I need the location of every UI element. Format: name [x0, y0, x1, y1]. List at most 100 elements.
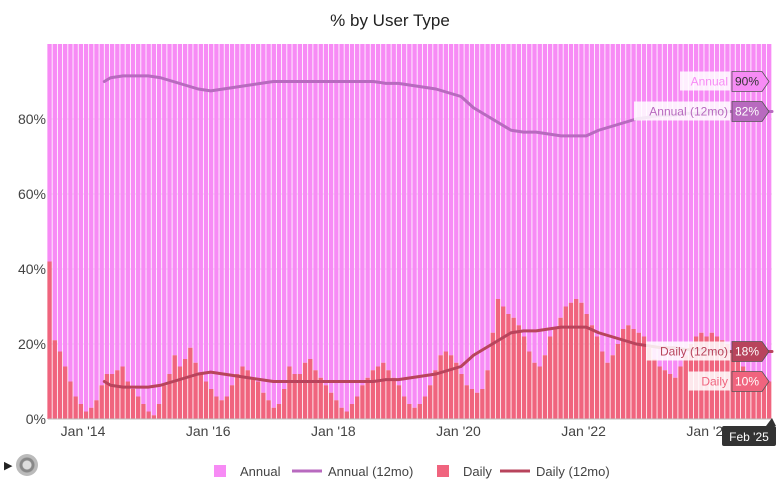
bar-annual — [636, 44, 641, 333]
bar-daily — [542, 355, 548, 419]
bar-daily — [480, 389, 485, 419]
bar-daily — [579, 302, 584, 419]
bar-annual — [302, 44, 308, 363]
bar-daily — [250, 377, 256, 419]
bar-daily — [266, 400, 271, 419]
bar-annual — [193, 44, 198, 363]
legend-item-daily-12mo[interactable]: Daily (12mo) — [500, 464, 610, 479]
callout-label: Annual — [691, 75, 728, 89]
bar-daily — [469, 389, 475, 419]
bar-daily — [339, 407, 344, 419]
bar-annual — [720, 44, 725, 341]
bar-daily — [422, 396, 428, 419]
bar-annual — [521, 44, 527, 337]
bar-daily — [73, 396, 78, 419]
bar-annual — [428, 44, 433, 386]
bar-daily — [485, 370, 490, 419]
bar-annual — [245, 44, 250, 371]
bar-daily — [563, 306, 568, 419]
legend-item-annual-12mo[interactable]: Annual (12mo) — [292, 464, 413, 479]
bar-annual — [454, 44, 459, 363]
bar-annual — [683, 44, 688, 356]
callout-value: 10% — [735, 375, 759, 389]
bar-annual — [589, 44, 595, 326]
callout-daily-12mo: Daily (12mo) 18% — [646, 341, 770, 362]
bar-daily — [94, 400, 99, 419]
bar-daily — [229, 385, 235, 419]
callout-label: Daily (12mo) — [660, 345, 728, 359]
bar-annual — [704, 44, 709, 337]
bar-daily — [527, 351, 532, 419]
bar-daily — [120, 366, 125, 419]
bar-annual — [125, 44, 130, 382]
bar-annual — [699, 44, 704, 333]
bar-annual — [136, 44, 141, 397]
end-date-label: Feb '25 — [729, 430, 769, 444]
legend[interactable]: Annual Annual (12mo) Daily Daily (12mo) — [214, 464, 610, 479]
bar-daily — [589, 325, 595, 419]
bar-annual — [375, 44, 381, 367]
bar-daily — [474, 392, 480, 419]
bar-daily — [662, 370, 668, 419]
bar-daily — [276, 404, 282, 419]
bar-annual — [678, 44, 683, 367]
callout-annual-12mo: Annual (12mo) 82% — [634, 101, 770, 122]
bar-annual — [229, 44, 235, 386]
bar-daily — [271, 407, 276, 419]
legend-label: Annual — [240, 464, 281, 479]
bar-daily — [381, 362, 386, 419]
bar-annual — [422, 44, 428, 397]
bar-daily — [396, 385, 402, 419]
legend-item-daily[interactable]: Daily — [437, 464, 492, 479]
bar-daily — [104, 374, 110, 419]
bar-annual — [99, 44, 104, 386]
bar-annual — [167, 44, 172, 374]
bar-daily — [302, 362, 308, 419]
legend-label: Daily — [463, 464, 492, 479]
bar-annual — [407, 44, 412, 404]
callout-label-bg — [646, 341, 730, 361]
bar-daily — [318, 377, 323, 419]
legend-item-annual[interactable]: Annual — [214, 464, 281, 479]
bar-daily — [495, 299, 501, 419]
bar-daily — [746, 374, 751, 419]
bar-daily — [130, 389, 136, 419]
bar-daily — [261, 392, 266, 419]
play-controls: ▶ — [4, 454, 39, 476]
bar-daily — [652, 359, 657, 419]
end-date-badge-bg — [722, 426, 776, 446]
callout-label-bg — [688, 371, 730, 391]
bar-daily — [428, 385, 433, 419]
bar-daily — [667, 374, 673, 419]
bar-annual — [109, 44, 115, 374]
bar-annual — [740, 44, 746, 367]
play-icon[interactable]: ▶ — [4, 459, 13, 472]
bar-annual — [438, 44, 443, 356]
bar-annual — [652, 44, 657, 359]
bar-annual — [417, 44, 422, 404]
bar-annual — [250, 44, 256, 378]
bar-daily — [574, 299, 579, 419]
callout-label-bg — [680, 71, 730, 91]
bar-annual — [328, 44, 334, 393]
bar-daily — [751, 374, 756, 419]
bar-daily — [282, 389, 287, 419]
bar-annual — [391, 44, 396, 378]
bar-annual — [120, 44, 125, 367]
bar-annual — [57, 44, 63, 352]
bar-annual — [115, 44, 120, 371]
bar-annual — [574, 44, 579, 299]
bar-annual — [83, 44, 89, 412]
bar-daily — [292, 374, 297, 419]
bar-annual — [443, 44, 449, 352]
legend-label: Annual (12mo) — [328, 464, 413, 479]
bar-daily — [636, 332, 641, 419]
bar-daily — [568, 302, 574, 419]
bar-annual — [63, 44, 68, 367]
bar-annual — [156, 44, 162, 404]
gear-icon[interactable] — [16, 454, 39, 476]
callout-label: Daily — [701, 375, 728, 389]
bar-daily — [99, 385, 104, 419]
bar-annual — [162, 44, 167, 386]
